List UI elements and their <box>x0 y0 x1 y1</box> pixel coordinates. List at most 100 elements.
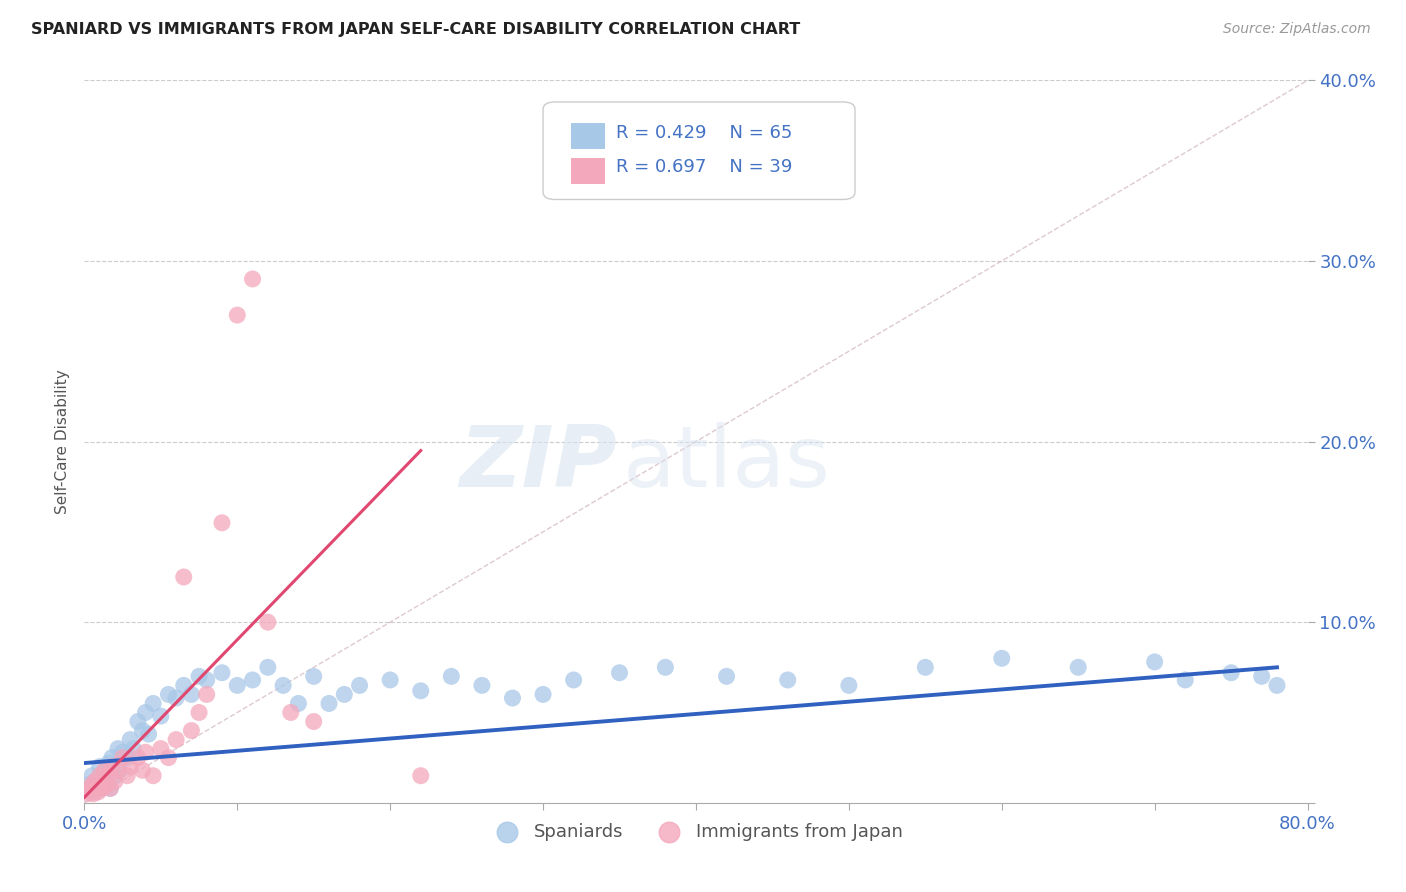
Point <box>120 760 142 774</box>
Point <box>93 774 115 789</box>
Point <box>195 687 218 701</box>
Point <box>302 714 325 729</box>
Point <box>131 723 153 738</box>
Point <box>104 774 127 789</box>
Point <box>333 687 356 701</box>
Point <box>91 781 114 796</box>
Point <box>157 687 180 701</box>
Point <box>257 615 280 630</box>
Point <box>531 687 554 701</box>
Point <box>107 764 129 778</box>
Point <box>86 781 108 796</box>
Point <box>471 678 494 692</box>
Point <box>89 769 111 783</box>
Point <box>108 764 131 778</box>
FancyBboxPatch shape <box>571 158 606 184</box>
Point <box>122 741 145 756</box>
FancyBboxPatch shape <box>543 102 855 200</box>
Point <box>94 764 117 778</box>
Point <box>87 785 110 799</box>
Point <box>165 732 187 747</box>
Text: R = 0.429    N = 65: R = 0.429 N = 65 <box>616 124 793 142</box>
Point <box>120 732 142 747</box>
Point <box>242 673 264 687</box>
Point <box>440 669 463 683</box>
Point <box>96 778 118 792</box>
Point <box>111 750 134 764</box>
Point <box>838 678 860 692</box>
Point <box>609 665 631 680</box>
Point <box>271 678 294 692</box>
Point <box>97 769 120 783</box>
Point <box>195 673 218 687</box>
Point <box>1143 655 1166 669</box>
Point <box>80 778 103 792</box>
Point <box>349 678 371 692</box>
Point <box>562 673 585 687</box>
Point <box>84 774 107 789</box>
Point <box>149 709 172 723</box>
Point <box>1220 665 1243 680</box>
Point <box>280 706 302 720</box>
Point <box>90 781 112 796</box>
Point <box>93 764 115 778</box>
Point <box>180 723 202 738</box>
Point <box>87 778 110 792</box>
Point <box>226 308 249 322</box>
Point <box>135 745 157 759</box>
Point <box>83 785 105 799</box>
Point <box>1067 660 1090 674</box>
Point <box>1265 678 1288 692</box>
Point <box>127 714 149 729</box>
Point <box>84 774 107 789</box>
Point <box>142 769 165 783</box>
Point <box>89 760 111 774</box>
Point <box>380 673 402 687</box>
Text: SPANIARD VS IMMIGRANTS FROM JAPAN SELF-CARE DISABILITY CORRELATION CHART: SPANIARD VS IMMIGRANTS FROM JAPAN SELF-C… <box>31 22 800 37</box>
Point <box>226 678 249 692</box>
Text: Source: ZipAtlas.com: Source: ZipAtlas.com <box>1223 22 1371 37</box>
Point <box>131 764 153 778</box>
Point <box>79 785 101 799</box>
Point <box>914 660 936 674</box>
Point <box>654 660 676 674</box>
Point <box>242 272 264 286</box>
Point <box>188 669 211 683</box>
Point <box>409 769 432 783</box>
Point <box>1174 673 1197 687</box>
Point <box>101 750 124 764</box>
Point <box>157 750 180 764</box>
Point <box>138 727 160 741</box>
Point <box>991 651 1014 665</box>
Point <box>107 741 129 756</box>
Point <box>149 741 172 756</box>
Point <box>115 750 138 764</box>
Text: ZIP: ZIP <box>458 422 616 505</box>
Point <box>97 756 120 770</box>
Text: atlas: atlas <box>623 422 831 505</box>
Point <box>257 660 280 674</box>
Point <box>173 678 195 692</box>
Text: R = 0.697    N = 39: R = 0.697 N = 39 <box>616 158 793 176</box>
Point <box>115 769 138 783</box>
Point <box>173 570 195 584</box>
Point <box>86 781 108 796</box>
Point <box>188 706 211 720</box>
FancyBboxPatch shape <box>571 123 606 149</box>
Point <box>502 691 524 706</box>
Point <box>142 697 165 711</box>
Point <box>80 769 103 783</box>
Point <box>98 781 121 796</box>
Point <box>76 778 98 792</box>
Point <box>776 673 799 687</box>
Point <box>104 769 127 783</box>
Point <box>135 706 157 720</box>
Point <box>96 778 118 792</box>
Point <box>79 781 101 796</box>
Point <box>180 687 202 701</box>
Point <box>302 669 325 683</box>
Point <box>165 691 187 706</box>
Point <box>76 787 98 801</box>
Point <box>111 745 134 759</box>
Point <box>318 697 340 711</box>
